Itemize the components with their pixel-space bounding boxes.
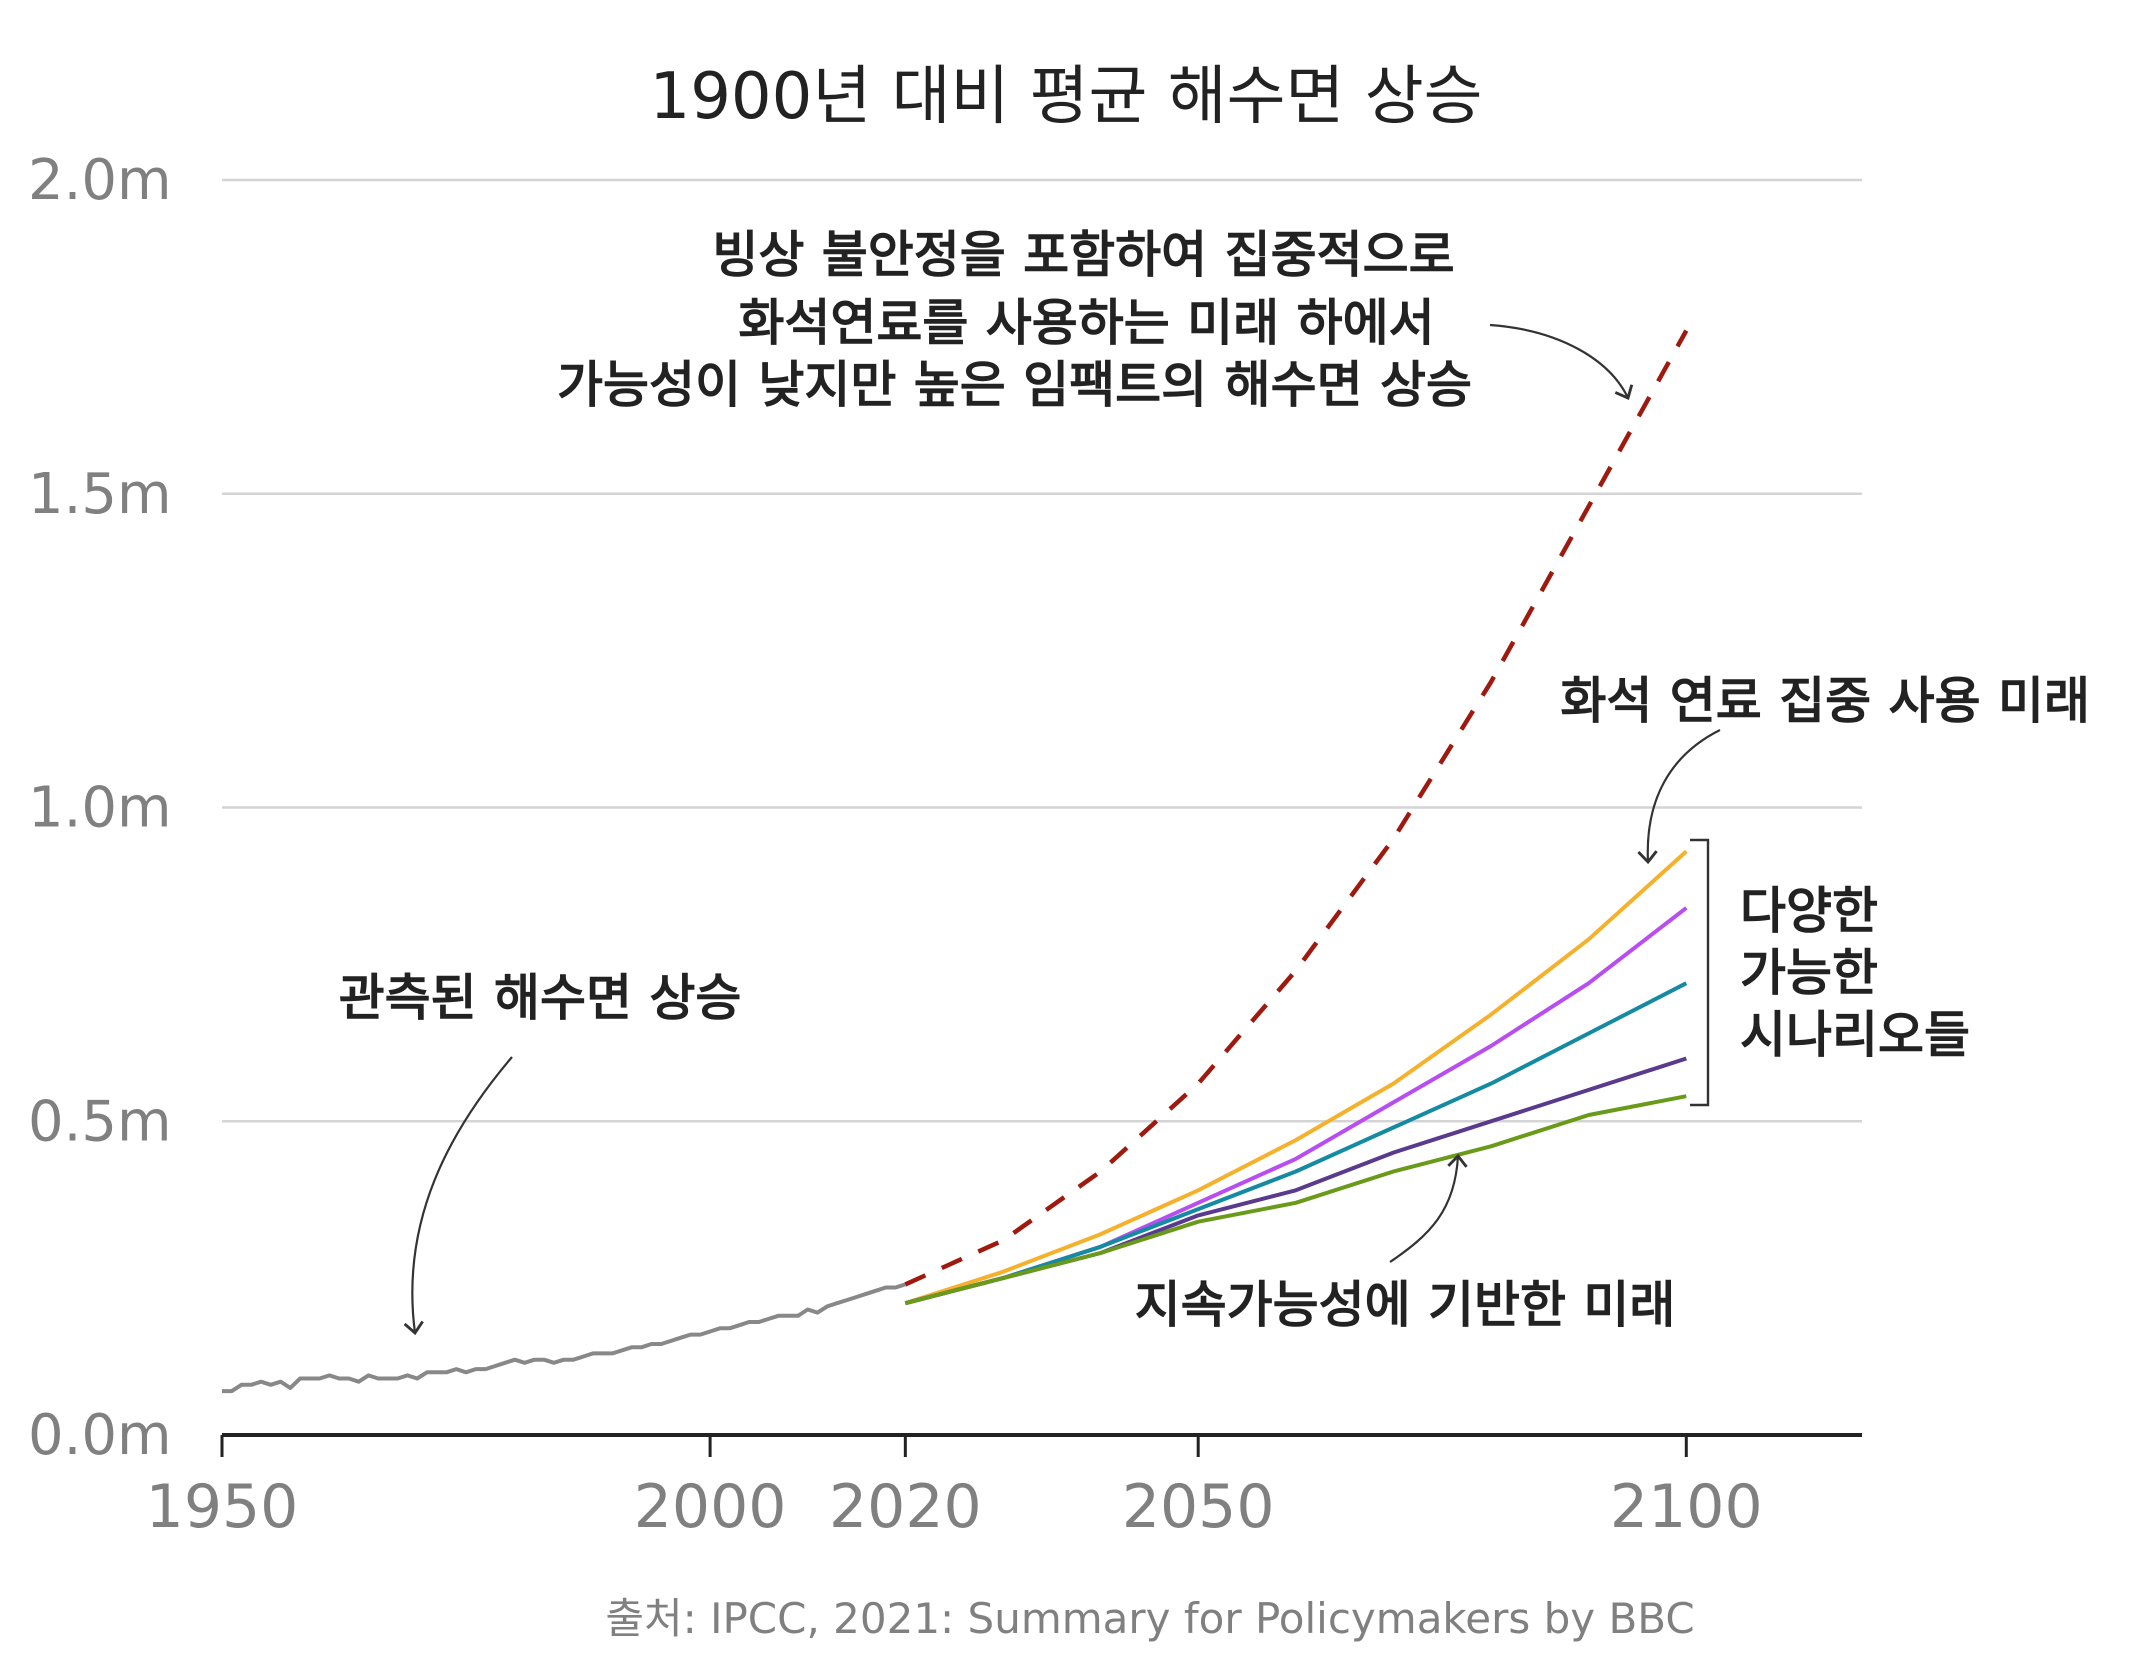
scenarios-line-3: 시나리오들 [1740, 1006, 1970, 1064]
y-tick-label: 0.5m [28, 1089, 172, 1154]
scenarios-line-1: 다양한 [1740, 882, 1878, 940]
y-tick-label: 0.0m [28, 1403, 172, 1468]
scenarios-bracket [1690, 838, 1710, 1107]
y-axis: 0.0m 0.5m 1.0m 1.5m 2.0m [28, 148, 172, 1468]
series-line-3 [904, 906, 1688, 1306]
scenarios-annotation: 다양한 가능한 시나리오들 [1740, 882, 1970, 1064]
y-tick-label: 1.5m [28, 462, 172, 527]
grid-lines [222, 178, 1862, 1123]
chart-title: 1900년 대비 평균 해수면 상승 [649, 60, 1482, 134]
high-impact-line-1: 빙상 불안정을 포함하여 집중적으로 [712, 226, 1454, 284]
series-line-6 [904, 1094, 1687, 1306]
x-tick-label: 2020 [829, 1472, 982, 1542]
x-tick-label: 2000 [634, 1472, 787, 1542]
high-impact-annotation: 빙상 불안정을 포함하여 집중적으로 화석연료를 사용하는 미래 하에서 가능성… [557, 226, 1472, 414]
x-tick-label: 1950 [146, 1472, 299, 1542]
series-line-2 [904, 849, 1688, 1306]
sustainable-arrow [1389, 1153, 1468, 1263]
y-tick-label: 2.0m [28, 148, 172, 213]
high-impact-arrow [1489, 323, 1634, 400]
sustainable-annotation: 지속가능성에 기반한 미래 [1135, 1276, 1676, 1334]
series-line-5 [904, 1056, 1687, 1306]
x-axis: 1950 2000 2020 2050 2100 [146, 1433, 1862, 1542]
high-impact-line-3: 가능성이 낮지만 높은 임팩트의 해수면 상승 [557, 356, 1472, 414]
fossil-annotation: 화석 연료 집중 사용 미래 [1560, 672, 2090, 730]
y-tick-label: 1.0m [28, 776, 172, 841]
series-lines [222, 329, 1689, 1394]
observed-annotation: 관측된 해수면 상승 [339, 969, 742, 1027]
observed-arrow [403, 1056, 513, 1336]
series-line-4 [904, 981, 1688, 1306]
series-line-0 [222, 1282, 906, 1394]
x-tick-label: 2050 [1122, 1472, 1275, 1542]
source-note: 출처: IPCC, 2021: Summary for Policymakers… [605, 1594, 1694, 1643]
high-impact-line-2: 화석연료를 사용하는 미래 하에서 [738, 294, 1434, 352]
x-tick-label: 2100 [1610, 1472, 1763, 1542]
scenarios-line-2: 가능한 [1740, 944, 1878, 1002]
fossil-arrow [1637, 729, 1721, 865]
